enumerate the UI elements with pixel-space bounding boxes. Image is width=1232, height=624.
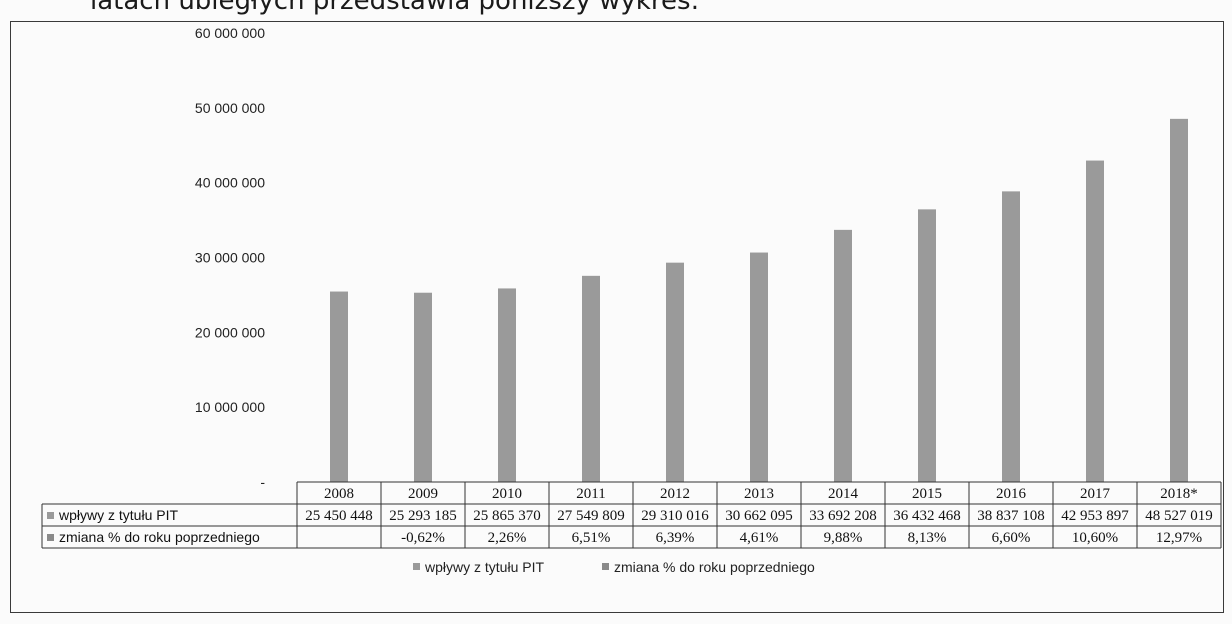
- category-label-2018*: 2018*: [1160, 486, 1198, 502]
- data-label: 6,39%: [656, 530, 695, 546]
- category-label-2011: 2011: [576, 486, 605, 502]
- category-label-2016: 2016: [996, 486, 1027, 502]
- series-key-swatch: [47, 534, 54, 541]
- category-label-2009: 2009: [408, 486, 438, 502]
- series-key-swatch: [47, 512, 54, 519]
- category-label-2013: 2013: [744, 486, 774, 502]
- data-label: 29 310 016: [641, 508, 709, 524]
- data-label: 4,61%: [740, 530, 779, 546]
- data-label: 9,88%: [824, 530, 863, 546]
- chart-frame: [10, 21, 1224, 613]
- page-heading: latach ubiegłych przedstawia poniższy wy…: [90, 0, 700, 16]
- data-label: 25 450 448: [305, 508, 373, 524]
- data-label: 12,97%: [1156, 530, 1202, 546]
- bar-2013: [750, 252, 768, 482]
- category-label-2012: 2012: [660, 486, 690, 502]
- bar-2012: [666, 262, 684, 482]
- data-label: 25 865 370: [473, 508, 541, 524]
- data-label: 10,60%: [1072, 530, 1118, 546]
- data-label: 25 293 185: [389, 508, 457, 524]
- data-label: 48 527 019: [1145, 508, 1213, 524]
- data-label: 27 549 809: [557, 508, 625, 524]
- category-label-2015: 2015: [912, 486, 942, 502]
- y-tick-label: -: [260, 474, 265, 490]
- data-label: 36 432 468: [893, 508, 961, 524]
- legend-swatch: [602, 563, 609, 570]
- bar-2015: [918, 209, 936, 482]
- y-tick-label: 20 000 000: [195, 324, 265, 340]
- series-row-label: wpływy z tytułu PIT: [58, 507, 178, 523]
- y-tick-label: 30 000 000: [195, 250, 265, 266]
- data-label: 38 837 108: [977, 508, 1045, 524]
- data-label: 33 692 208: [809, 508, 877, 524]
- bar-2011: [582, 275, 600, 482]
- data-label: 8,13%: [908, 530, 947, 546]
- data-label: 2,26%: [488, 530, 527, 546]
- category-label-2010: 2010: [492, 486, 522, 502]
- data-label: 42 953 897: [1061, 508, 1129, 524]
- category-label-2014: 2014: [828, 486, 859, 502]
- category-label-2008: 2008: [324, 486, 354, 502]
- legend-swatch: [413, 563, 420, 570]
- y-tick-label: 60 000 000: [195, 25, 265, 41]
- bar-2008: [330, 291, 348, 482]
- data-label: 6,60%: [992, 530, 1031, 546]
- legend-label: zmiana % do roku poprzedniego: [614, 559, 815, 575]
- bar-2009: [414, 292, 432, 482]
- y-tick-label: 10 000 000: [195, 399, 265, 415]
- category-label-2017: 2017: [1080, 486, 1111, 502]
- bar-2016: [1002, 191, 1020, 483]
- bar-2010: [498, 288, 516, 482]
- bar-2017: [1086, 160, 1104, 482]
- legend-label: wpływy z tytułu PIT: [424, 559, 544, 575]
- bar-2014: [834, 229, 852, 482]
- series-row-label: zmiana % do roku poprzedniego: [59, 529, 260, 545]
- y-tick-label: 40 000 000: [195, 175, 265, 191]
- bar-2018*: [1170, 118, 1188, 482]
- y-tick-label: 50 000 000: [195, 100, 265, 116]
- data-label: 6,51%: [572, 530, 611, 546]
- data-label: 30 662 095: [725, 508, 793, 524]
- data-label: -0,62%: [401, 530, 445, 546]
